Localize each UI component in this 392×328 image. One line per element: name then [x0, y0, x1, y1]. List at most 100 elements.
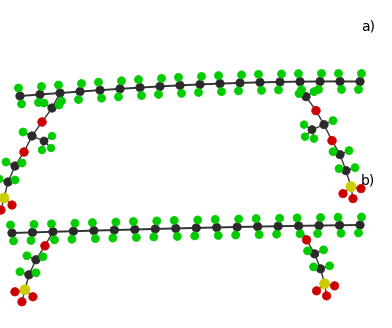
Circle shape: [170, 216, 178, 224]
Circle shape: [303, 247, 312, 255]
Circle shape: [315, 221, 323, 230]
Circle shape: [276, 214, 284, 222]
Circle shape: [138, 92, 145, 100]
Circle shape: [310, 88, 318, 96]
Circle shape: [316, 265, 325, 273]
Circle shape: [38, 118, 46, 126]
Circle shape: [20, 285, 30, 295]
Circle shape: [68, 235, 76, 243]
Circle shape: [69, 227, 78, 236]
Circle shape: [172, 224, 180, 233]
Circle shape: [0, 193, 9, 203]
Circle shape: [337, 229, 345, 237]
Circle shape: [32, 269, 40, 277]
Circle shape: [109, 234, 117, 242]
Circle shape: [18, 159, 26, 167]
Circle shape: [351, 164, 359, 172]
Circle shape: [40, 99, 48, 107]
Circle shape: [156, 82, 164, 91]
Circle shape: [296, 77, 304, 86]
Circle shape: [278, 70, 285, 78]
Circle shape: [301, 133, 309, 140]
Circle shape: [110, 226, 118, 234]
Circle shape: [336, 77, 344, 86]
Circle shape: [354, 229, 363, 237]
Circle shape: [342, 166, 350, 175]
Circle shape: [47, 144, 55, 152]
Circle shape: [272, 230, 281, 238]
Circle shape: [28, 132, 36, 140]
Circle shape: [51, 236, 58, 244]
Circle shape: [7, 221, 15, 229]
Circle shape: [174, 73, 183, 81]
Circle shape: [320, 120, 328, 129]
Circle shape: [317, 214, 325, 221]
Circle shape: [47, 220, 55, 228]
Circle shape: [98, 94, 105, 102]
Circle shape: [319, 279, 330, 289]
Circle shape: [11, 162, 19, 170]
Circle shape: [302, 236, 311, 244]
Circle shape: [335, 221, 344, 230]
Circle shape: [356, 221, 364, 229]
Circle shape: [256, 78, 264, 87]
Circle shape: [4, 178, 12, 186]
Circle shape: [11, 288, 19, 296]
Circle shape: [235, 215, 243, 223]
Circle shape: [74, 95, 82, 104]
Circle shape: [252, 215, 260, 223]
Circle shape: [54, 81, 62, 89]
Circle shape: [298, 86, 305, 93]
Circle shape: [41, 241, 49, 250]
Circle shape: [78, 80, 85, 88]
Circle shape: [191, 232, 199, 240]
Circle shape: [310, 263, 318, 271]
Circle shape: [154, 91, 163, 98]
Circle shape: [349, 195, 357, 203]
Circle shape: [318, 70, 325, 77]
Circle shape: [274, 222, 282, 230]
Circle shape: [129, 217, 137, 225]
Circle shape: [238, 71, 245, 79]
Circle shape: [308, 126, 316, 133]
Circle shape: [0, 206, 5, 214]
Circle shape: [25, 271, 33, 279]
Circle shape: [334, 70, 343, 77]
Circle shape: [40, 137, 48, 145]
Circle shape: [354, 86, 363, 93]
Circle shape: [322, 292, 331, 300]
Circle shape: [336, 151, 344, 159]
Circle shape: [153, 217, 161, 225]
Circle shape: [150, 233, 158, 241]
Circle shape: [8, 229, 16, 237]
Circle shape: [151, 225, 160, 233]
Circle shape: [16, 268, 24, 276]
Circle shape: [335, 165, 343, 173]
Circle shape: [276, 78, 284, 86]
Circle shape: [357, 184, 365, 193]
Circle shape: [48, 132, 56, 140]
Circle shape: [234, 87, 243, 95]
Circle shape: [19, 128, 27, 136]
Circle shape: [293, 214, 301, 222]
Circle shape: [214, 72, 223, 80]
Circle shape: [38, 146, 46, 154]
Circle shape: [338, 86, 345, 93]
Circle shape: [212, 223, 221, 232]
Circle shape: [254, 70, 263, 78]
Circle shape: [91, 235, 100, 243]
Circle shape: [8, 201, 16, 209]
Circle shape: [314, 230, 321, 237]
Circle shape: [302, 92, 310, 101]
Circle shape: [192, 224, 200, 232]
Circle shape: [90, 226, 98, 235]
Circle shape: [32, 256, 40, 264]
Circle shape: [56, 89, 64, 97]
Circle shape: [29, 293, 37, 301]
Circle shape: [131, 225, 139, 234]
Circle shape: [236, 79, 244, 87]
Circle shape: [34, 98, 42, 107]
Circle shape: [18, 297, 26, 306]
Circle shape: [194, 89, 203, 96]
Circle shape: [300, 121, 308, 129]
